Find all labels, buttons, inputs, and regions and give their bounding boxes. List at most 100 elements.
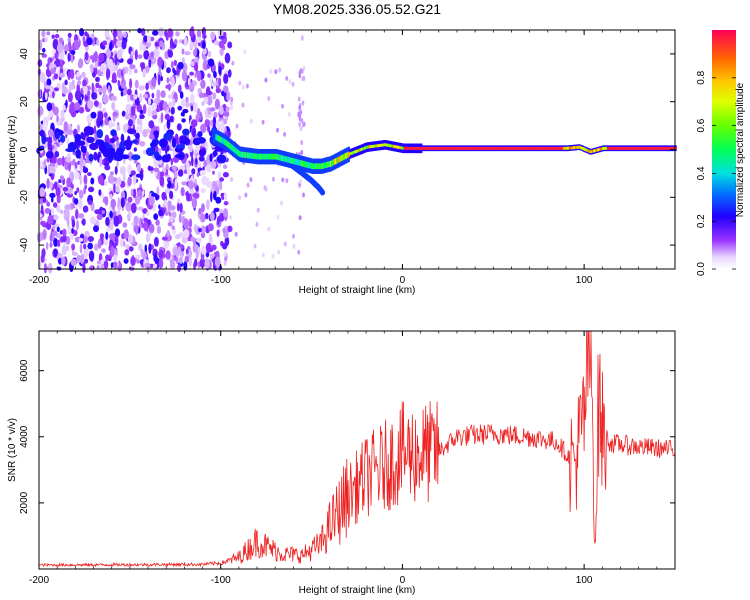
ridge-core-cell — [224, 139, 227, 146]
heatmap-speckle — [142, 104, 147, 115]
ridge-core-cell — [603, 146, 606, 150]
heatmap-speckle — [62, 228, 67, 237]
heatmap-speckle — [135, 254, 141, 259]
heatmap-speckle — [83, 174, 88, 185]
ridge-core-cell — [305, 161, 308, 168]
heatmap-speckle — [179, 143, 185, 148]
heatmap-speckle — [285, 76, 289, 81]
heatmap-speckle — [202, 47, 207, 55]
ridge-core-cell — [367, 145, 370, 149]
heatmap-speckle — [92, 52, 98, 62]
snr-axes: -200 -100 0 100 2000 4000 6000 — [19, 331, 676, 586]
ridge-core-cell — [632, 146, 635, 150]
heatmap-speckle — [78, 198, 83, 210]
ridge-core-cell — [436, 146, 439, 150]
ridge-core-cell — [650, 146, 653, 150]
heatmap-speckle — [204, 119, 211, 128]
y-tick-label: 2000 — [19, 491, 30, 514]
ridge-core-cell — [390, 144, 393, 148]
heatmap-speckle — [116, 125, 121, 131]
x-tick-label: 0 — [400, 575, 406, 586]
heatmap-speckle — [106, 148, 116, 158]
ridge-core-cell — [454, 146, 457, 150]
heatmap-speckle — [210, 160, 217, 169]
ridge-core-cell — [561, 146, 564, 150]
ridge-core-cell — [322, 163, 325, 169]
heatmap-speckle — [46, 242, 49, 250]
heatmap-speckle — [158, 249, 164, 259]
heatmap-speckle — [197, 246, 201, 255]
heatmap-speckle — [161, 236, 168, 241]
heatmap-speckle — [109, 193, 113, 200]
spectrogram-noise-speckles — [36, 26, 306, 274]
heatmap-speckle — [168, 216, 174, 223]
ridge-core-cell — [427, 146, 430, 150]
heatmap-speckle — [194, 225, 201, 235]
ridge-core-cell — [226, 141, 229, 148]
heatmap-speckle — [164, 113, 170, 121]
x-tick-label: -100 — [211, 575, 231, 586]
ridge-core-cell — [636, 146, 639, 150]
heatmap-speckle — [201, 27, 206, 37]
heatmap-speckle — [45, 151, 54, 159]
heatmap-speckle — [222, 85, 229, 93]
ridge-core-cell — [409, 146, 412, 150]
ridge-core-cell — [540, 146, 543, 150]
x-tick-label: -100 — [211, 275, 231, 286]
heatmap-speckle — [82, 262, 86, 274]
ridge-core-cell — [435, 146, 438, 150]
heatmap-speckle — [57, 42, 63, 54]
heatmap-speckle — [127, 93, 131, 103]
heatmap-speckle — [223, 208, 228, 218]
heatmap-speckle — [197, 88, 202, 93]
colorbar-tick-label: 0.8 — [696, 70, 707, 84]
ridge-core-cell — [286, 156, 289, 163]
ridge-core-cell — [552, 146, 555, 150]
ridge-core-cell — [247, 152, 250, 159]
heatmap-speckle — [120, 91, 124, 97]
heatmap-speckle — [128, 119, 133, 127]
ridge-core-cell — [476, 146, 478, 150]
heatmap-speckle — [62, 187, 69, 192]
heatmap-speckle — [169, 190, 174, 200]
heatmap-speckle — [302, 76, 306, 81]
heatmap-speckle — [41, 53, 48, 58]
heatmap-speckle — [61, 86, 68, 95]
ridge-core-cell — [301, 160, 304, 167]
ridge-core-cell — [332, 159, 335, 166]
heatmap-speckle — [60, 135, 66, 143]
heatmap-speckle — [62, 234, 67, 243]
ridge-core-cell — [537, 146, 540, 150]
ridge-core-cell — [262, 153, 265, 160]
heatmap-speckle — [230, 96, 234, 102]
heatmap-speckle — [132, 139, 139, 144]
ridge-core-cell — [266, 153, 269, 160]
snr-y-label: SNR (10 * v/v) — [7, 418, 18, 482]
heatmap-speckle — [145, 147, 155, 156]
heatmap-speckle — [52, 38, 59, 50]
ridge-core-cell — [364, 146, 367, 150]
snr-x-label: Height of straight line (km) — [299, 585, 416, 596]
heatmap-speckle — [87, 242, 93, 250]
ridge-core-cell — [393, 145, 396, 148]
ridge-core-cell — [369, 145, 372, 149]
heatmap-speckle — [177, 61, 184, 70]
heatmap-speckle — [56, 157, 63, 166]
heatmap-speckle — [167, 206, 171, 213]
ridge-core-cell — [501, 146, 504, 150]
ridge-core-cell — [472, 146, 475, 150]
heatmap-speckle — [244, 192, 248, 198]
ridge-core-cell — [250, 153, 253, 159]
ridge-core-cell — [640, 146, 643, 150]
heatmap-speckle — [176, 123, 182, 131]
heatmap-speckle — [97, 238, 102, 249]
heatmap-speckle — [132, 115, 136, 125]
heatmap-speckle — [214, 98, 220, 110]
heatmap-speckle — [175, 154, 185, 159]
heatmap-speckle — [139, 114, 145, 120]
heatmap-speckle — [116, 176, 122, 186]
y-tick-label: 20 — [19, 96, 30, 108]
heatmap-speckle — [166, 77, 170, 84]
heatmap-speckle — [193, 261, 196, 271]
heatmap-speckle — [67, 32, 72, 38]
